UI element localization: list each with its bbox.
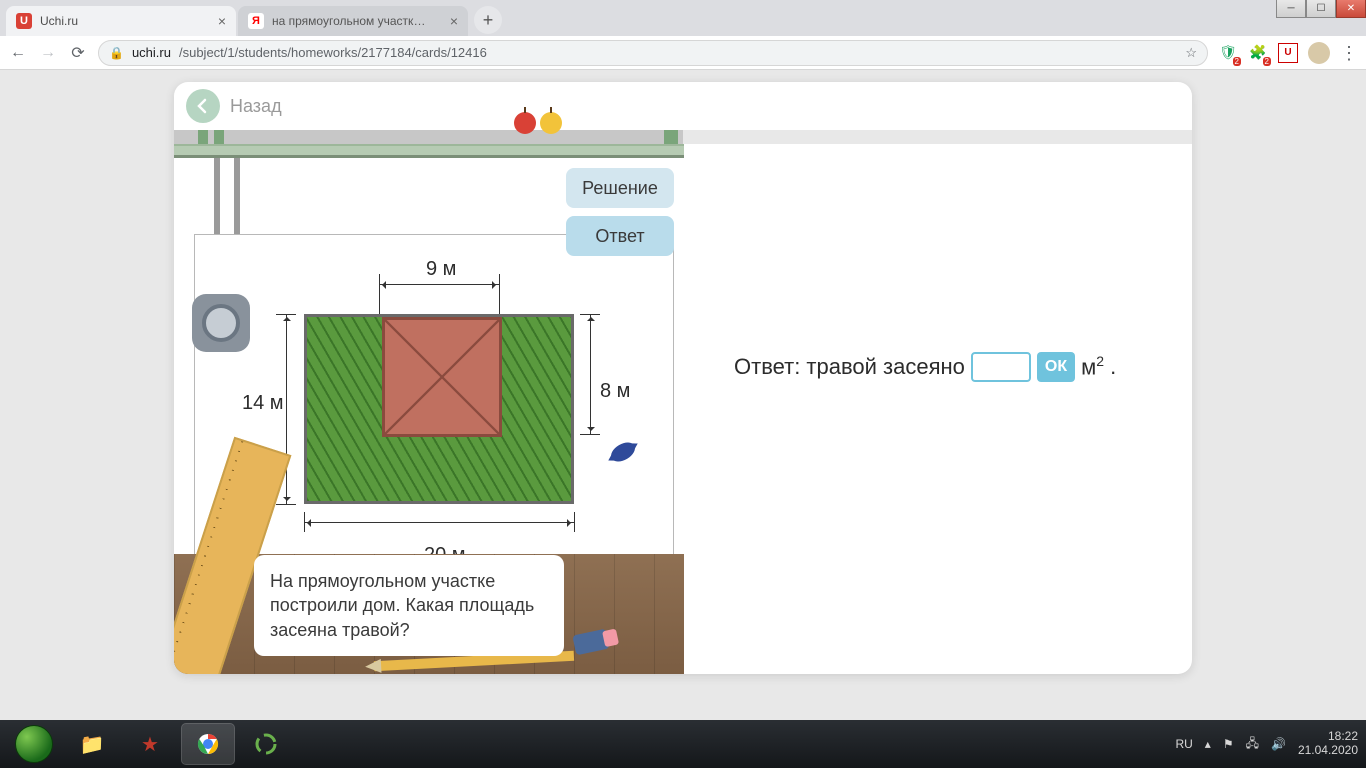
progress-marker [214,130,224,144]
favicon-icon: Я [248,13,264,29]
dimension-tick [580,314,600,315]
dimension-tick [580,434,600,435]
url-path: /subject/1/students/homeworks/2177184/ca… [179,45,487,60]
tab-close-icon[interactable]: × [450,13,458,29]
answer-prefix: Ответ: травой засеяно [734,354,965,380]
progress-marker [198,130,208,144]
answer-unit: м2 [1081,353,1104,380]
browser-toolbar: ← → ⟳ 🔒 uchi.ru/subject/1/students/homew… [0,36,1366,70]
chevron-left-icon [195,98,211,114]
taskbar-app-button[interactable] [240,724,292,764]
chrome-icon [196,732,220,756]
profile-avatar[interactable] [1308,42,1330,64]
tray-network-icon[interactable]: 🖧 [1246,734,1259,755]
answer-input[interactable] [971,352,1031,382]
problem-text: На прямоугольном участке построили дом. … [254,555,564,656]
page-background: Назад 9 м [0,70,1366,720]
house [382,317,502,437]
window-controls: ─ ☐ ✕ [1276,0,1366,18]
progress-bar [174,130,1192,144]
progress-marker [664,130,678,144]
ok-button[interactable]: ОК [1037,352,1075,382]
tab-close-icon[interactable]: × [218,13,226,29]
back-button[interactable] [186,89,220,123]
dimension-tick [304,512,305,532]
browser-tabstrip: U Uchi.ru × Я на прямоугольном участке п… [0,0,1366,36]
side-tabs: Решение Ответ [566,168,674,256]
dimension-label: 8 м [600,380,630,403]
browser-tab[interactable]: U Uchi.ru × [6,6,236,36]
lock-icon: 🔒 [109,46,124,60]
window-close-button[interactable]: ✕ [1336,0,1366,18]
system-tray: RU ▴ ⚑ 🖧 🔊 18:22 21.04.2020 [1175,730,1358,758]
tab-answer[interactable]: Ответ [566,216,674,256]
tray-action-center-icon[interactable]: ⚑ [1223,737,1234,751]
back-label: Назад [230,96,282,117]
tab-title: на прямоугольном участке постро [272,14,432,28]
dimension-label: 9 м [426,258,456,281]
window-minimize-button[interactable]: ─ [1276,0,1306,18]
taskbar-clock[interactable]: 18:22 21.04.2020 [1298,730,1358,758]
extension-icon[interactable]: 🧩2 [1248,43,1268,63]
swirl-icon [254,732,278,756]
bookmark-star-icon[interactable]: ☆ [1185,45,1197,61]
lesson-card: Назад 9 м [174,82,1192,674]
dimension-tick [574,512,575,532]
dimension-label: 14 м [242,392,284,415]
dimension-arrow [379,284,499,285]
tray-chevron-icon[interactable]: ▴ [1205,737,1211,751]
taskbar: 📁 ★ RU ▴ ⚑ 🖧 🔊 18:22 21.04.2020 [0,720,1366,768]
dimension-arrow [590,314,591,434]
clock-date: 21.04.2020 [1298,744,1358,758]
windows-logo-icon [15,725,53,763]
url-host: uchi.ru [132,45,171,60]
shelf [174,144,684,158]
card-topbar: Назад [174,82,1192,130]
reload-icon[interactable]: ⟳ [68,43,88,63]
apple-red-icon [514,112,536,134]
tab-title: Uchi.ru [40,14,78,28]
tray-volume-icon[interactable]: 🔊 [1271,737,1286,751]
dimension-tick [499,274,500,314]
taskbar-chrome-button[interactable] [182,724,234,764]
adblock-extension-icon[interactable]: 🛡2 [1218,43,1238,63]
taskbar-explorer-button[interactable]: 📁 [66,724,118,764]
extension-badge: 2 [1263,57,1271,66]
favicon-icon: U [16,13,32,29]
browser-tab[interactable]: Я на прямоугольном участке постро × [238,6,468,36]
apple-yellow-icon [540,112,562,134]
forward-icon[interactable]: → [38,44,58,62]
language-indicator[interactable]: RU [1175,737,1192,751]
dimension-arrow [286,314,287,504]
dimension-arrow [304,522,574,523]
answer-row: Ответ: травой засеяно ОК м2. [734,352,1172,382]
answer-period: . [1110,354,1116,380]
dimension-tick [276,314,296,315]
address-bar[interactable]: 🔒 uchi.ru/subject/1/students/homeworks/2… [98,40,1208,66]
window-maximize-button[interactable]: ☐ [1306,0,1336,18]
dimension-tick [276,504,296,505]
magnifier-icon [192,294,250,352]
grass-plot [304,314,574,504]
mcafee-extension-icon[interactable]: U [1278,43,1298,63]
back-icon[interactable]: ← [8,44,28,62]
start-button[interactable] [8,724,60,764]
progress-fill [174,130,683,144]
dimension-tick [379,274,380,314]
clock-time: 18:22 [1298,730,1358,744]
new-tab-button[interactable]: + [474,6,502,34]
extension-badge: 2 [1233,57,1241,66]
tab-solution[interactable]: Решение [566,168,674,208]
taskbar-app-button[interactable]: ★ [124,724,176,764]
